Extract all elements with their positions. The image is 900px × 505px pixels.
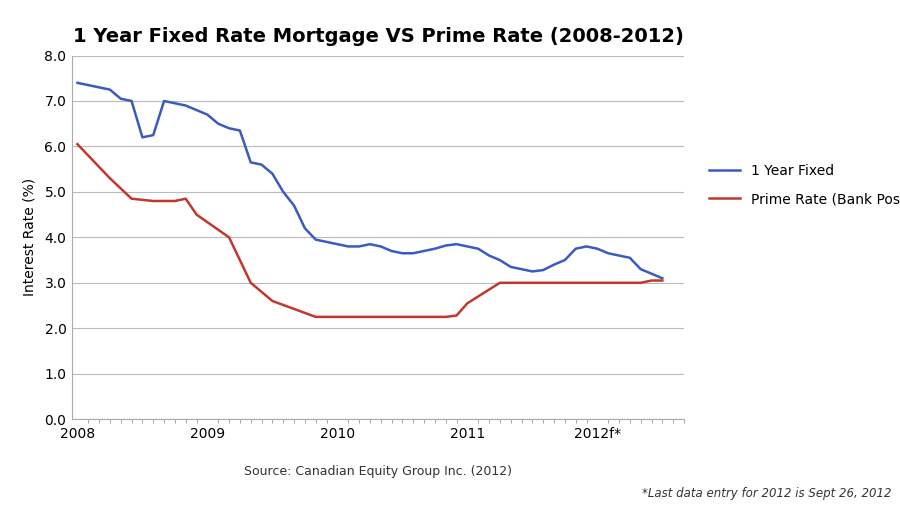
Prime Rate (Bank Posted) [94, 164, 104, 170]
Prime Rate (Bank Posted) [505, 280, 516, 286]
Prime Rate (Bank Posted) [440, 314, 451, 320]
Prime Rate (Bank Posted) [592, 280, 603, 286]
1 Year Fixed [657, 275, 668, 281]
Legend: 1 Year Fixed, Prime Rate (Bank Posted): 1 Year Fixed, Prime Rate (Bank Posted) [709, 164, 900, 206]
Prime Rate (Bank Posted) [191, 212, 202, 218]
Prime Rate (Bank Posted) [224, 234, 235, 240]
Prime Rate (Bank Posted) [235, 257, 246, 263]
1 Year Fixed [212, 121, 223, 127]
Prime Rate (Bank Posted) [104, 175, 115, 181]
Prime Rate (Bank Posted) [472, 293, 483, 299]
Prime Rate (Bank Posted) [310, 314, 321, 320]
Prime Rate (Bank Posted) [483, 287, 494, 293]
Prime Rate (Bank Posted) [148, 198, 158, 204]
Prime Rate (Bank Posted) [657, 278, 668, 284]
Prime Rate (Bank Posted) [516, 280, 526, 286]
Prime Rate (Bank Posted) [494, 280, 505, 286]
Prime Rate (Bank Posted) [635, 280, 646, 286]
Prime Rate (Bank Posted) [180, 196, 191, 202]
Prime Rate (Bank Posted) [581, 280, 592, 286]
Prime Rate (Bank Posted) [571, 280, 581, 286]
Prime Rate (Bank Posted) [646, 278, 657, 284]
Prime Rate (Bank Posted) [126, 196, 137, 202]
Prime Rate (Bank Posted) [625, 280, 635, 286]
Prime Rate (Bank Posted) [169, 198, 180, 204]
Prime Rate (Bank Posted) [429, 314, 440, 320]
1 Year Fixed [137, 134, 148, 140]
Prime Rate (Bank Posted) [560, 280, 571, 286]
Prime Rate (Bank Posted) [603, 280, 614, 286]
Text: Source: Canadian Equity Group Inc. (2012): Source: Canadian Equity Group Inc. (2012… [244, 465, 512, 478]
Y-axis label: Interest Rate (%): Interest Rate (%) [22, 178, 36, 296]
1 Year Fixed [180, 103, 191, 109]
1 Year Fixed [289, 203, 300, 209]
Prime Rate (Bank Posted) [451, 313, 462, 319]
Prime Rate (Bank Posted) [418, 314, 429, 320]
Text: *Last data entry for 2012 is Sept 26, 2012: *Last data entry for 2012 is Sept 26, 20… [642, 487, 891, 500]
Line: 1 Year Fixed: 1 Year Fixed [77, 83, 662, 278]
1 Year Fixed [646, 271, 657, 277]
Line: Prime Rate (Bank Posted): Prime Rate (Bank Posted) [77, 144, 662, 317]
Prime Rate (Bank Posted) [246, 280, 256, 286]
Prime Rate (Bank Posted) [267, 298, 278, 304]
Prime Rate (Bank Posted) [321, 314, 332, 320]
Prime Rate (Bank Posted) [527, 280, 538, 286]
1 Year Fixed [592, 246, 603, 252]
Prime Rate (Bank Posted) [614, 280, 625, 286]
Prime Rate (Bank Posted) [538, 280, 549, 286]
Prime Rate (Bank Posted) [549, 280, 560, 286]
Title: 1 Year Fixed Rate Mortgage VS Prime Rate (2008-2012): 1 Year Fixed Rate Mortgage VS Prime Rate… [73, 27, 683, 45]
1 Year Fixed [72, 80, 83, 86]
Prime Rate (Bank Posted) [72, 141, 83, 147]
Prime Rate (Bank Posted) [332, 314, 343, 320]
Prime Rate (Bank Posted) [364, 314, 375, 320]
Prime Rate (Bank Posted) [462, 300, 472, 306]
